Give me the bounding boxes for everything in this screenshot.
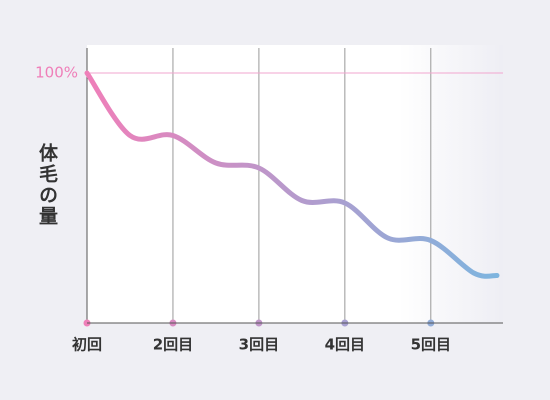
line	[84, 70, 500, 279]
x-tick-label: 4回目	[325, 336, 365, 354]
x-tick-label: 初回	[72, 336, 102, 354]
x-tick-label: 2回目	[153, 336, 193, 354]
plot-area	[87, 45, 503, 323]
y-tick-label: 100%	[35, 64, 78, 82]
y-axis-label: 体毛の量	[36, 142, 58, 227]
x-tick-label: 5回目	[411, 336, 451, 354]
x-tick-label: 3回目	[239, 336, 279, 354]
